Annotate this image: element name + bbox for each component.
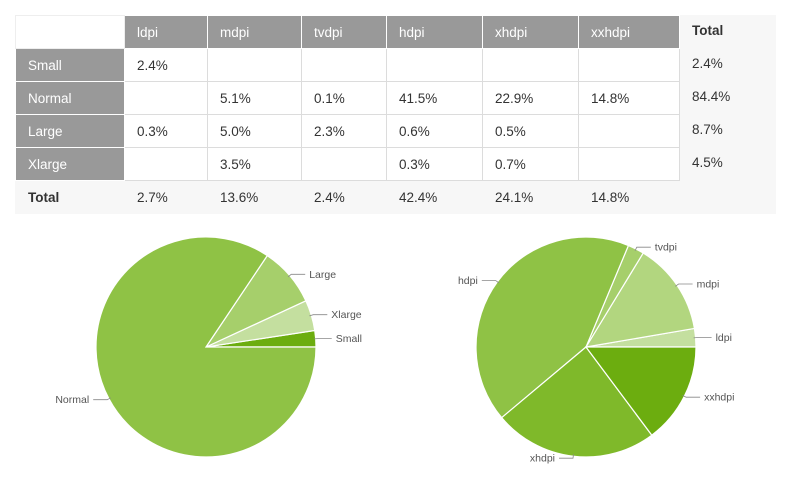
row-total-cell: 8.7% (679, 114, 776, 148)
table-header-row: ldpi mdpi tvdpi hdpi xhdpi xxhdpi Total (15, 15, 776, 49)
slice-label: Small (336, 333, 362, 345)
leader-line (634, 246, 651, 251)
table-cell: 5.1% (207, 81, 302, 115)
total-column-header: Total (679, 15, 776, 49)
slice-label: Normal (55, 394, 89, 406)
table-cell: 3.5% (207, 147, 302, 181)
slice-label: ldpi (716, 332, 732, 344)
slice-label: xxhdpi (704, 392, 734, 404)
footer-cell: 14.8% (578, 180, 680, 214)
pie-chart-2: ldpi mdpi tvdpi hdpi xhdpi xxhdpi (458, 236, 734, 465)
row-total-cell: 4.5% (679, 147, 776, 181)
table-row: Normal 5.1% 0.1% 41.5% 22.9% 14.8% 84.4% (15, 81, 776, 115)
row-total-cell: 2.4% (679, 48, 776, 82)
table-cell: 0.1% (301, 81, 387, 115)
table-corner-cell (15, 15, 125, 49)
pie-chart-1: Small Xlarge Large Normal (55, 236, 362, 458)
slice-label: xhdpi (530, 453, 555, 465)
slice-label: tvdpi (655, 242, 677, 254)
table-row: Large 0.3% 5.0% 2.3% 0.6% 0.5% 8.7% (15, 114, 776, 148)
leader-line (93, 397, 111, 401)
row-header: Large (15, 114, 125, 148)
footer-total-cell (679, 180, 776, 214)
slice-label: Large (309, 269, 336, 281)
table-cell (124, 147, 208, 181)
table-cell: 14.8% (578, 81, 680, 115)
table-cell: 0.3% (386, 147, 483, 181)
leader-line (675, 283, 693, 287)
table-cell: 2.4% (124, 48, 208, 82)
row-header: Small (15, 48, 125, 82)
leader-line (309, 314, 328, 317)
leader-line (481, 280, 500, 284)
leader-line (559, 454, 574, 459)
column-header: mdpi (207, 15, 302, 49)
table-cell (207, 48, 302, 82)
footer-label: Total (15, 180, 125, 214)
distribution-table: ldpi mdpi tvdpi hdpi xhdpi xxhdpi Total … (15, 15, 776, 214)
footer-cell: 13.6% (207, 180, 302, 214)
footer-cell: 42.4% (386, 180, 483, 214)
footer-cell: 2.7% (124, 180, 208, 214)
leader-line (682, 395, 701, 398)
slice-label: Xlarge (331, 309, 362, 321)
leader-line (287, 273, 306, 278)
slice-label: mdpi (697, 279, 720, 291)
table-cell: 0.5% (482, 114, 579, 148)
table-footer-row: Total 2.7% 13.6% 2.4% 42.4% 24.1% 14.8% (15, 180, 776, 214)
slice-label: hdpi (458, 275, 478, 287)
footer-cell: 2.4% (301, 180, 387, 214)
